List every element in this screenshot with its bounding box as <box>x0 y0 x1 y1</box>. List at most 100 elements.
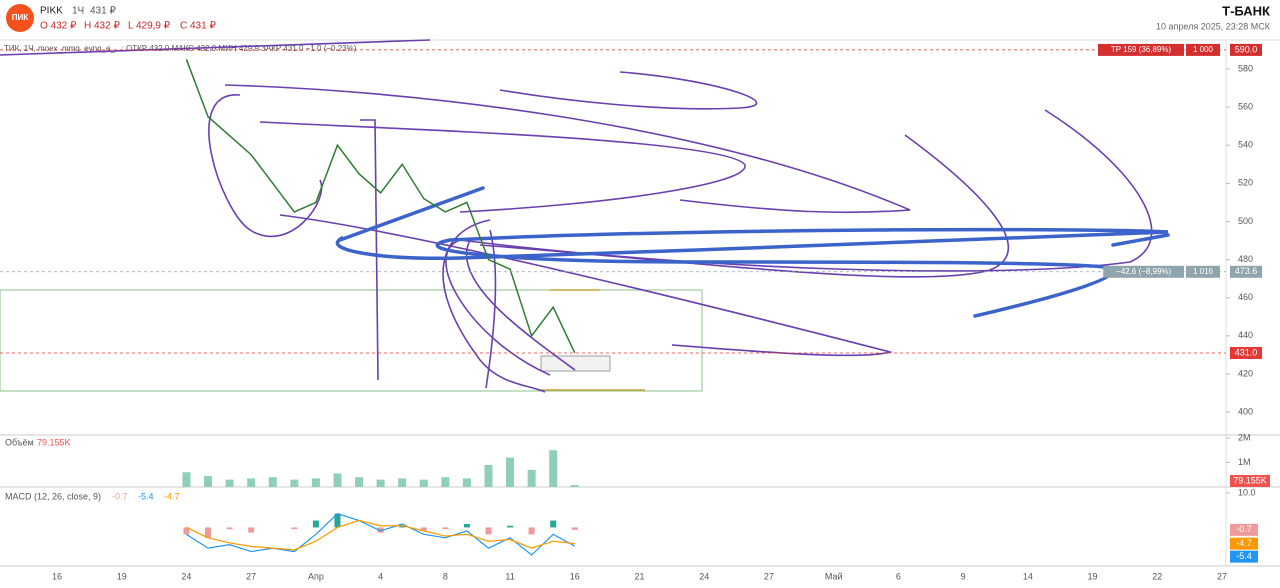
volume-bar <box>462 478 471 487</box>
x-tick-label: 14 <box>1023 571 1033 581</box>
logo <box>6 4 34 32</box>
price-badge <box>1230 265 1262 278</box>
volume-bar <box>290 479 299 487</box>
level-tag-label: 1 000 <box>1193 45 1214 54</box>
x-tick-label: 24 <box>699 571 709 581</box>
curve <box>485 229 497 389</box>
price-badge <box>1230 346 1262 359</box>
ohlc-low: L 429,9 ₽ <box>128 21 171 32</box>
volume-badge-label: 79.155K <box>1233 475 1267 485</box>
y-tick-label: 440 <box>1238 330 1253 340</box>
level-tag <box>1103 265 1184 278</box>
volume-bar <box>204 475 213 487</box>
histogram-bar <box>377 527 384 533</box>
curve <box>224 84 911 214</box>
panel-title: MACD (12, 26, close, 9) <box>5 491 101 501</box>
y-tick-label: 400 <box>1238 406 1253 416</box>
y-tick-label: 460 <box>1238 292 1253 302</box>
x-tick-label: 9 <box>961 571 966 581</box>
volume-bar <box>311 478 320 487</box>
x-tick-label: 16 <box>52 571 62 581</box>
x-tick-label: 8 <box>443 571 448 581</box>
x-tick-label: 22 <box>1152 571 1162 581</box>
x-tick-label: 19 <box>1088 571 1098 581</box>
datetime: 10 апреля 2025, 23:28 МСК <box>1156 21 1271 31</box>
y-tick-label: 560 <box>1238 101 1253 111</box>
x-tick-label: 27 <box>764 571 774 581</box>
histogram-bar <box>205 527 212 538</box>
curve <box>208 94 323 238</box>
histogram-bar <box>571 527 578 530</box>
level-tag-label: 1 016 <box>1193 267 1214 276</box>
histogram-bar <box>528 527 535 535</box>
drawings <box>0 39 1170 393</box>
y-tick-label: 520 <box>1238 178 1253 188</box>
y-tick-label: 580 <box>1238 63 1253 73</box>
volume-bar <box>441 477 450 487</box>
x-tick-label: 27 <box>1217 571 1227 581</box>
interval: 1Ч <box>72 6 84 17</box>
x-tick-label: 21 <box>634 571 644 581</box>
volume-badge <box>1230 475 1270 487</box>
histogram-bar <box>399 525 406 528</box>
x-tick-label: 16 <box>570 571 580 581</box>
y-tick-label: 420 <box>1238 368 1253 378</box>
price-line <box>185 59 576 354</box>
ohlc-close: С 431 ₽ <box>180 21 216 32</box>
histogram-bar <box>334 513 341 528</box>
volume-bar <box>333 473 342 487</box>
volume-bar <box>398 478 407 487</box>
trend-line <box>0 39 431 56</box>
y-tick-label: 500 <box>1238 216 1253 226</box>
ohlc-open: О 432 ₽ <box>40 21 77 32</box>
y-tick-label: 1M <box>1238 457 1251 467</box>
volume-bar <box>376 479 385 487</box>
volume-bar <box>570 485 579 487</box>
curve <box>499 71 758 110</box>
x-tick-label: 6 <box>896 571 901 581</box>
histogram-bar <box>183 527 190 535</box>
macd-line <box>186 512 576 556</box>
logo-text: ПИК <box>12 13 29 22</box>
histogram-bar <box>507 525 514 528</box>
macd-badge <box>1230 523 1258 536</box>
volume-bar <box>268 477 277 487</box>
level-tag <box>1098 43 1184 56</box>
macd-legend-value: -4.7 <box>164 491 180 501</box>
macd-legend-value: -0.7 <box>112 491 128 501</box>
volume-bar <box>549 450 558 487</box>
volume-bar <box>247 478 256 487</box>
macd-badge-label: -5.4 <box>1236 551 1252 561</box>
histogram-bar <box>485 527 492 535</box>
volume-bar <box>527 469 536 487</box>
y-tick-label: 540 <box>1238 140 1253 150</box>
price-badge-label: 590.0 <box>1235 44 1258 54</box>
curve <box>259 121 746 213</box>
macd-badge <box>1230 537 1258 550</box>
level-tag-label: −42,6 (−8,99%) <box>1116 267 1171 276</box>
histogram-bar <box>550 520 557 528</box>
x-tick-label: Май <box>825 571 843 581</box>
level-tag-label: TP 159 (36,89%) <box>1111 45 1172 54</box>
ohlc-high: Н 432 ₽ <box>84 21 120 32</box>
brand: Т-БАНК <box>1222 3 1270 18</box>
x-tick-label: 11 <box>505 571 514 581</box>
histogram-bar <box>248 527 255 533</box>
level-tag <box>1186 265 1220 278</box>
level-tag <box>1186 43 1220 56</box>
histogram-bar <box>463 524 470 528</box>
small-box <box>540 355 611 372</box>
price-badge <box>1230 43 1262 56</box>
trend-line <box>338 186 485 242</box>
symbol: PIKK <box>40 6 63 17</box>
x-tick-label: 24 <box>181 571 191 581</box>
x-tick-label: Апр <box>308 571 324 581</box>
volume-bar <box>225 479 234 487</box>
macd-line <box>186 519 575 551</box>
volume-bar <box>484 464 493 487</box>
macd-badge-label: -4.7 <box>1236 538 1252 548</box>
price-badge-label: 473.6 <box>1235 266 1258 276</box>
macd-badge <box>1230 550 1258 563</box>
volume-bar <box>419 479 428 487</box>
